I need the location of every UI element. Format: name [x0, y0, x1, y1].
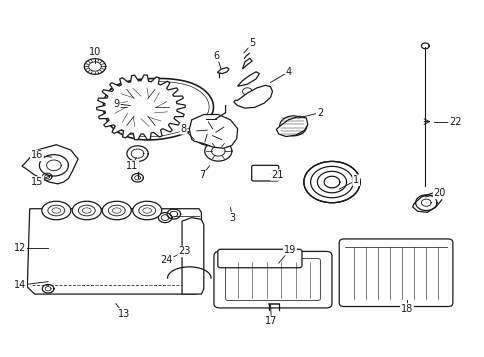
Text: 14: 14: [14, 280, 26, 290]
Text: 16: 16: [31, 150, 43, 160]
Text: 18: 18: [400, 304, 412, 314]
Ellipse shape: [82, 208, 91, 213]
Text: 23: 23: [178, 246, 190, 256]
Text: 13: 13: [118, 309, 130, 319]
FancyBboxPatch shape: [251, 165, 278, 181]
Polygon shape: [237, 72, 259, 86]
Ellipse shape: [112, 208, 121, 213]
Text: 15: 15: [30, 177, 43, 187]
FancyBboxPatch shape: [213, 251, 331, 308]
Ellipse shape: [42, 201, 71, 220]
Circle shape: [303, 161, 359, 203]
Polygon shape: [189, 115, 237, 148]
Text: 3: 3: [229, 213, 235, 223]
Text: 7: 7: [199, 170, 205, 180]
Text: 17: 17: [265, 316, 277, 326]
Text: 21: 21: [271, 170, 283, 180]
Text: 22: 22: [448, 117, 461, 127]
Polygon shape: [233, 85, 272, 108]
FancyBboxPatch shape: [217, 249, 302, 268]
Polygon shape: [276, 116, 307, 136]
Polygon shape: [412, 193, 441, 212]
Text: 19: 19: [283, 245, 295, 255]
Polygon shape: [27, 209, 201, 294]
Text: 12: 12: [14, 243, 26, 253]
Ellipse shape: [143, 208, 151, 213]
Ellipse shape: [138, 205, 155, 216]
FancyBboxPatch shape: [338, 239, 452, 307]
Text: 11: 11: [126, 161, 138, 171]
Polygon shape: [96, 75, 185, 140]
Ellipse shape: [52, 208, 60, 213]
Ellipse shape: [108, 205, 125, 216]
Text: 5: 5: [248, 38, 255, 48]
Ellipse shape: [102, 201, 131, 220]
Text: 8: 8: [180, 124, 186, 134]
Ellipse shape: [133, 201, 161, 220]
Ellipse shape: [48, 205, 65, 216]
Text: 1: 1: [352, 175, 359, 185]
Text: 4: 4: [285, 67, 291, 77]
Text: 20: 20: [433, 188, 445, 198]
FancyBboxPatch shape: [225, 258, 320, 301]
Polygon shape: [242, 58, 252, 69]
Text: 24: 24: [160, 255, 172, 265]
Text: 9: 9: [113, 99, 120, 109]
Text: 2: 2: [316, 108, 322, 118]
Text: 6: 6: [213, 51, 219, 61]
Polygon shape: [22, 145, 78, 184]
Polygon shape: [217, 67, 228, 74]
Ellipse shape: [78, 205, 95, 216]
Text: 10: 10: [89, 47, 101, 57]
Polygon shape: [182, 218, 203, 294]
Ellipse shape: [72, 201, 101, 220]
